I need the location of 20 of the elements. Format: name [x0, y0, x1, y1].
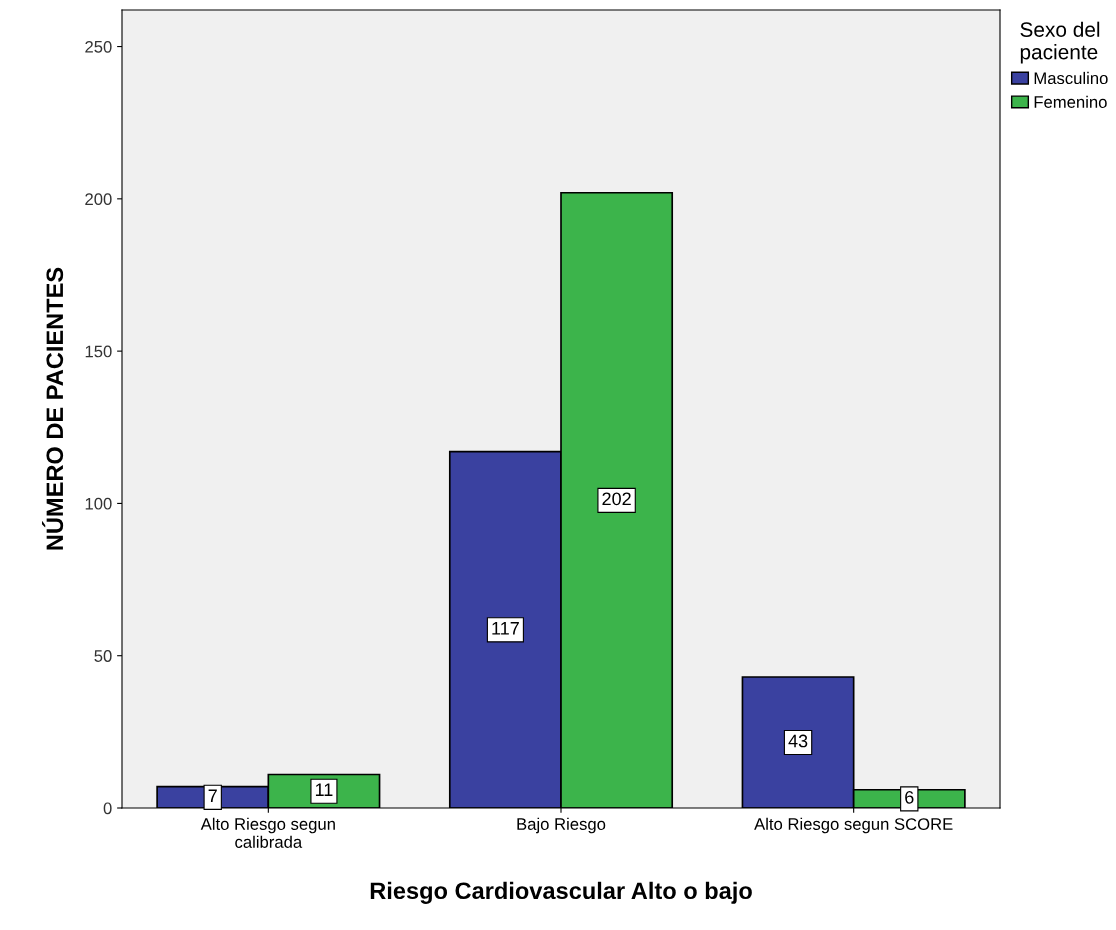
y-tick-label: 50	[94, 650, 112, 662]
x-tick-label: Alto Riesgo segun calibrada	[200, 817, 335, 848]
x-tick-label: Bajo Riesgo	[517, 817, 606, 834]
legend-label: Femenino	[1034, 95, 1107, 108]
data-label: 43	[788, 734, 808, 748]
x-axis-title: Riesgo Cardiovascular Alto o bajo	[370, 881, 752, 904]
y-tick-label: 200	[85, 193, 112, 206]
data-label: 7	[208, 789, 217, 803]
legend-title: Sexo del paciente	[1020, 21, 1100, 64]
y-tick-label: 150	[85, 345, 112, 358]
y-tick-label: 250	[85, 40, 112, 53]
data-label: 202	[602, 492, 631, 506]
data-label: 117	[492, 622, 519, 635]
x-tick-label: Alto Riesgo segun SCORE	[754, 817, 953, 834]
y-tick-label: 0	[103, 802, 112, 815]
data-label: 6	[905, 790, 914, 804]
y-tick-label: 100	[85, 497, 112, 510]
data-label: 11	[315, 783, 333, 796]
y-axis-title: NÚMERO DE PACIENTES	[41, 267, 64, 550]
legend-label: Masculino	[1034, 71, 1108, 85]
